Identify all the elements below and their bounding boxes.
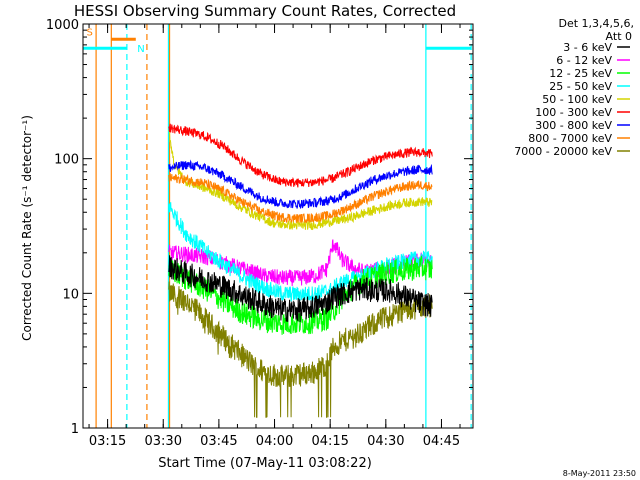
series-trace-3 xyxy=(168,202,433,302)
y-axis-label: Corrected Count Rate (s⁻¹ detector⁻¹) xyxy=(20,115,34,341)
legend-label: 3 - 6 keV xyxy=(563,41,612,54)
flag-label: N xyxy=(137,44,144,55)
legend-label: 12 - 25 keV xyxy=(549,67,612,80)
legend-header-line-1: Det 1,3,4,5,6, xyxy=(558,17,634,30)
x-tick-label: 03:15 xyxy=(89,434,126,449)
x-tick-label: 04:00 xyxy=(256,434,293,449)
x-tick-label: 03:30 xyxy=(145,434,182,449)
y-tick-label: 100 xyxy=(54,153,79,168)
legend-label: 6 - 12 keV xyxy=(556,54,612,67)
x-tick-label: 04:30 xyxy=(367,434,404,449)
series-trace-7 xyxy=(168,173,433,224)
legend-label: 300 - 800 keV xyxy=(535,119,612,132)
legend-label: 50 - 100 keV xyxy=(542,93,612,106)
x-tick-label: 03:45 xyxy=(200,434,237,449)
series-trace-8 xyxy=(168,281,433,418)
y-tick-label: 1 xyxy=(71,422,79,437)
series-trace-0 xyxy=(168,255,433,323)
series-trace-4 xyxy=(168,128,433,231)
legend-label: 100 - 300 keV xyxy=(535,106,612,119)
axes-frame xyxy=(82,23,474,429)
legend-label: 800 - 7000 keV xyxy=(528,132,612,145)
series-trace-5 xyxy=(168,123,433,188)
flag-label: S xyxy=(86,28,92,39)
legend-header-line-2: Att 0 xyxy=(606,30,632,43)
x-tick-label: 04:45 xyxy=(423,434,460,449)
series-trace-2 xyxy=(168,255,433,335)
legend-label: 7000 - 20000 keV xyxy=(514,145,612,158)
chart-title: HESSI Observing Summary Count Rates, Cor… xyxy=(74,2,456,20)
legend-label: 25 - 50 keV xyxy=(549,80,612,93)
axes: 1 10 100 1000 03:15 03:30 03:45 04:00 04:15 04:30… xyxy=(46,18,474,449)
y-tick-label: 1000 xyxy=(46,18,79,33)
x-axis-label: Start Time (07-May-11 03:08:22) xyxy=(158,456,372,471)
footer-date: 8-May-2011 23:50 xyxy=(563,469,636,478)
plot-area: SN xyxy=(83,24,472,428)
series-trace-6 xyxy=(168,159,433,209)
y-tick-label: 10 xyxy=(62,287,79,302)
x-tick-label: 04:15 xyxy=(311,434,348,449)
